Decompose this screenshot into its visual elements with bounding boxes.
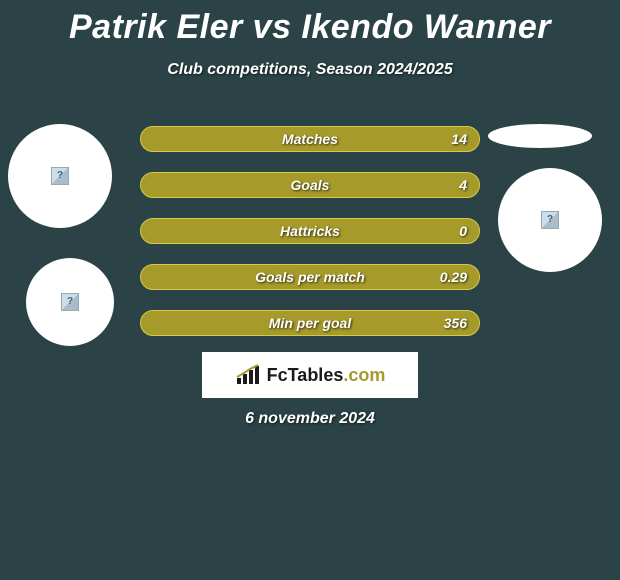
page-subtitle: Club competitions, Season 2024/2025 bbox=[0, 61, 620, 79]
bar-row: Hattricks 0 bbox=[140, 218, 480, 244]
player-avatar-left-1 bbox=[8, 124, 112, 228]
bar-value: 4 bbox=[459, 177, 467, 193]
bar-label: Goals per match bbox=[255, 269, 365, 285]
broken-image-icon bbox=[61, 293, 79, 311]
bar-label: Goals bbox=[291, 177, 330, 193]
bar-label: Matches bbox=[282, 131, 338, 147]
bar-row: Goals per match 0.29 bbox=[140, 264, 480, 290]
broken-image-icon bbox=[51, 167, 69, 185]
date-text: 6 november 2024 bbox=[0, 410, 620, 428]
bar-label: Hattricks bbox=[280, 223, 340, 239]
player-avatar-left-2 bbox=[26, 258, 114, 346]
stats-bars: Matches 14 Goals 4 Hattricks 0 Goals per… bbox=[140, 126, 480, 356]
bar-row: Goals 4 bbox=[140, 172, 480, 198]
broken-image-icon bbox=[541, 211, 559, 229]
logo-text: FcTables.com bbox=[267, 365, 386, 386]
logo-box[interactable]: FcTables.com bbox=[202, 352, 418, 398]
player-avatar-right-1 bbox=[498, 168, 602, 272]
bar-value: 0.29 bbox=[440, 269, 467, 285]
logo-bars-icon bbox=[235, 364, 261, 386]
bar-row: Matches 14 bbox=[140, 126, 480, 152]
bar-value: 0 bbox=[459, 223, 467, 239]
bar-value: 14 bbox=[451, 131, 467, 147]
bar-value: 356 bbox=[444, 315, 467, 331]
player-avatar-right-oval bbox=[488, 124, 592, 148]
bar-row: Min per goal 356 bbox=[140, 310, 480, 336]
page-title: Patrik Eler vs Ikendo Wanner bbox=[0, 0, 620, 47]
bar-label: Min per goal bbox=[269, 315, 351, 331]
